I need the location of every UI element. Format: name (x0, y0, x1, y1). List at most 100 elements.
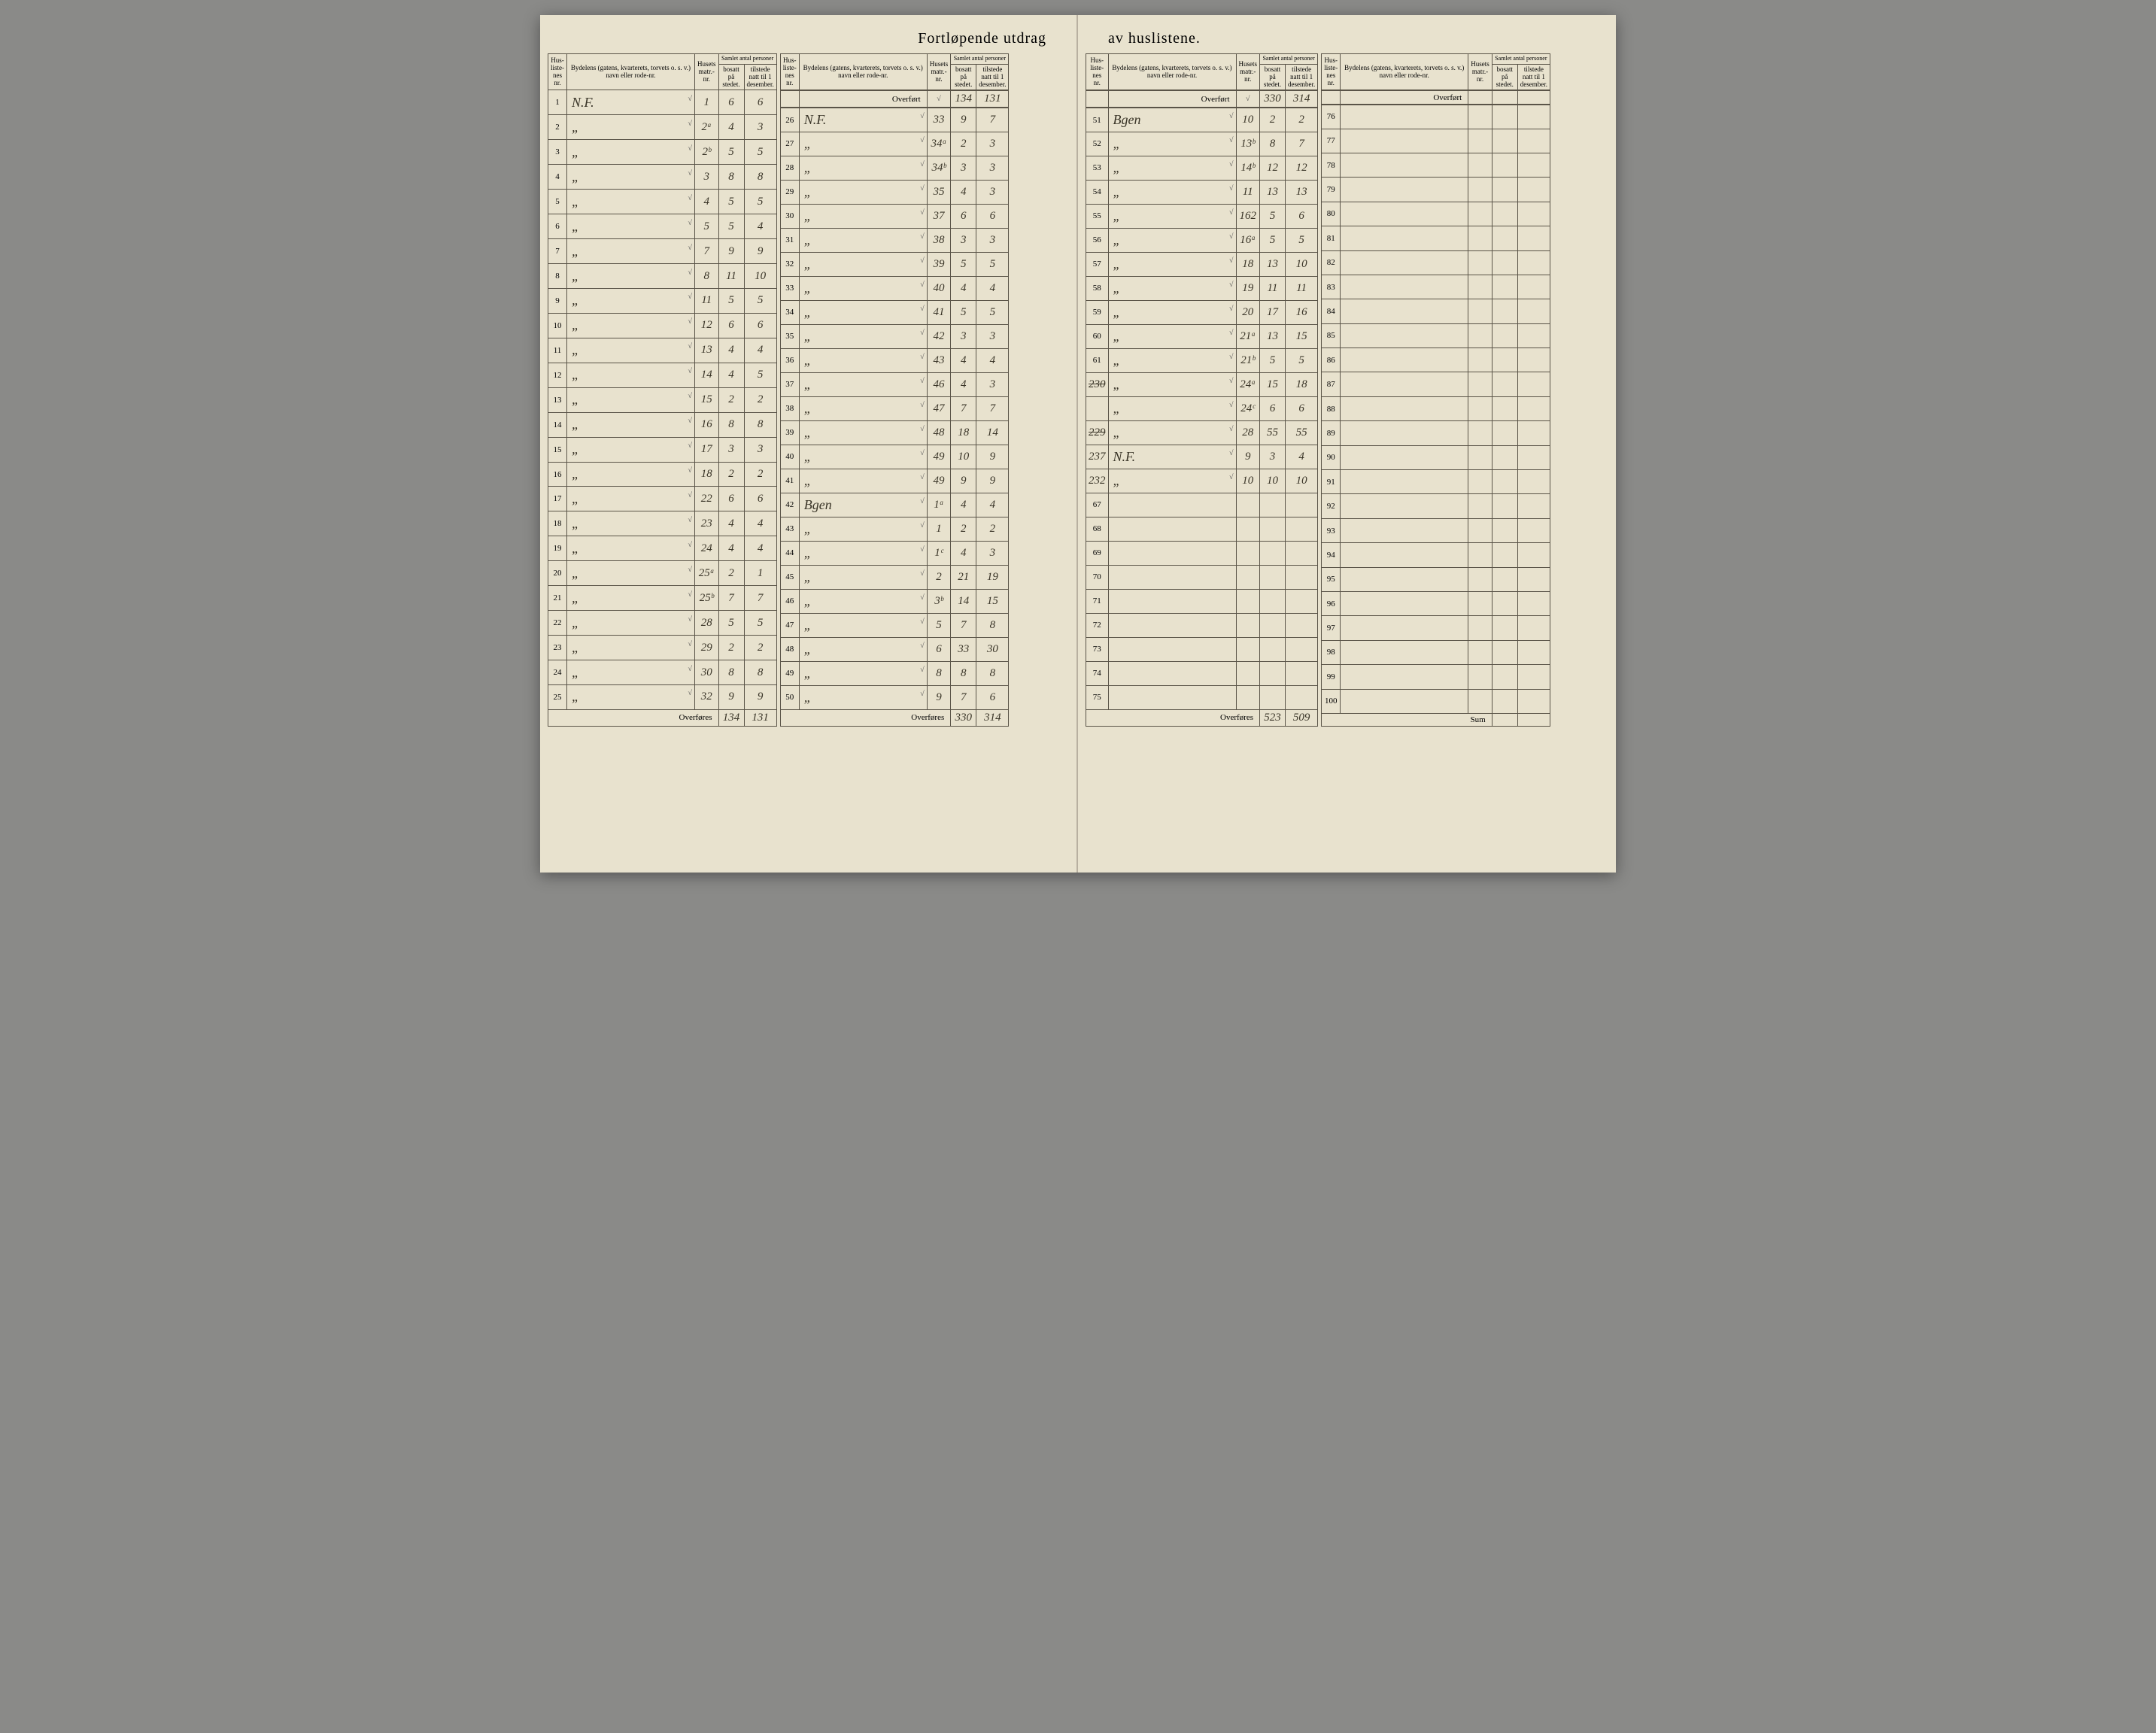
row-bydel (1108, 517, 1236, 541)
table-row: 39„√481814 (780, 420, 1009, 445)
hdr-bosatt: bosatt på stedet. (1260, 64, 1286, 90)
row-nr: 97 (1322, 616, 1341, 640)
row-tilstede: 8 (976, 661, 1009, 685)
row-tilstede: 4 (744, 214, 776, 239)
row-matr: 24ᶜ (1236, 396, 1260, 420)
row-bosatt: 10 (951, 445, 976, 469)
row-nr: 26 (780, 108, 799, 132)
row-bosatt (1492, 226, 1517, 250)
table-row: 32„√3955 (780, 252, 1009, 276)
row-bydel (1341, 153, 1468, 177)
row-tilstede: 15 (976, 589, 1009, 613)
row-tilstede (1286, 637, 1318, 661)
right-tables: Hus-liste-nes nr. Bydelens (gatens, kvar… (1086, 53, 1608, 727)
row-bosatt: 9 (718, 684, 744, 709)
table-row: 43„√122 (780, 517, 1009, 541)
row-bydel: „√ (1108, 469, 1236, 493)
row-bosatt: 4 (951, 180, 976, 204)
table-row: 87 (1322, 372, 1550, 396)
row-nr: 52 (1086, 132, 1109, 156)
row-bosatt: 17 (1260, 300, 1286, 324)
row-tilstede (1517, 494, 1550, 518)
row-matr: 17 (695, 437, 719, 462)
row-bosatt: 8 (1260, 132, 1286, 156)
overfort-label: Overført (799, 90, 927, 108)
row-bosatt: 4 (718, 536, 744, 561)
row-tilstede: 4 (744, 338, 776, 363)
table-row: 3„√2ᵇ55 (548, 140, 777, 165)
row-matr: 49 (927, 469, 951, 493)
row-nr: 87 (1322, 372, 1341, 396)
row-bosatt (1492, 494, 1517, 518)
row-bydel (1341, 470, 1468, 494)
column-3-rows: 51Bgen√102252„√13ᵇ8753„√14ᵇ121254„√11131… (1086, 108, 1318, 709)
table-row: 91 (1322, 470, 1550, 494)
row-nr: 25 (548, 684, 567, 709)
row-nr: 30 (780, 204, 799, 228)
row-matr: 39 (927, 252, 951, 276)
row-tilstede (1286, 589, 1318, 613)
row-nr: 35 (780, 324, 799, 348)
table-row: 70 (1086, 565, 1318, 589)
table-row: 28„√34ᵇ33 (780, 156, 1009, 180)
table-row: 73 (1086, 637, 1318, 661)
row-tilstede: 4 (976, 276, 1009, 300)
table-row: 1N.F.√166 (548, 90, 777, 115)
row-bydel: „√ (799, 300, 927, 324)
row-matr (1468, 445, 1492, 469)
row-nr: 20 (548, 561, 567, 586)
row-nr: 14 (548, 412, 567, 437)
row-tilstede: 3 (976, 324, 1009, 348)
row-bydel (1341, 226, 1468, 250)
row-bydel: „√ (567, 487, 695, 511)
row-tilstede: 5 (744, 288, 776, 313)
row-bosatt (1492, 202, 1517, 226)
row-bydel (1341, 567, 1468, 591)
row-matr: 2 (927, 565, 951, 589)
row-bydel: „√ (799, 132, 927, 156)
row-bosatt (1492, 689, 1517, 713)
row-matr (1468, 421, 1492, 445)
row-bydel: „√ (567, 636, 695, 660)
row-matr: 20 (1236, 300, 1260, 324)
row-bosatt: 12 (1260, 156, 1286, 180)
column-3-body: Overført √ 330 314 (1086, 90, 1318, 108)
table-row: 79 (1322, 178, 1550, 202)
row-bydel: „√ (1108, 204, 1236, 228)
table-row: 85 (1322, 323, 1550, 348)
row-nr: 13 (548, 387, 567, 412)
row-bydel: „√ (567, 264, 695, 289)
row-nr: 57 (1086, 252, 1109, 276)
row-bydel: „√ (567, 239, 695, 264)
row-bosatt (1260, 589, 1286, 613)
row-nr: 39 (780, 420, 799, 445)
row-nr: 88 (1322, 396, 1341, 420)
column-3-table: Hus-liste-nes nr. Bydelens (gatens, kvar… (1086, 53, 1318, 727)
column-2-table: Hus-liste-nes nr. Bydelens (gatens, kvar… (780, 53, 1010, 727)
table-row: 41„√4999 (780, 469, 1009, 493)
row-matr: 4 (695, 190, 719, 214)
row-tilstede: 55 (1286, 420, 1318, 445)
table-row: 81 (1322, 226, 1550, 250)
hdr-tilstede: tilstede natt til 1 desember. (976, 64, 1009, 90)
row-matr: 18 (1236, 252, 1260, 276)
table-row: 50„√976 (780, 685, 1009, 709)
row-matr: 162 (1236, 204, 1260, 228)
row-matr: 3 (695, 165, 719, 190)
row-bosatt: 5 (718, 214, 744, 239)
row-tilstede: 7 (744, 586, 776, 611)
row-bosatt: 10 (1260, 469, 1286, 493)
table-row: „√24ᶜ66 (1086, 396, 1318, 420)
row-bosatt (1492, 421, 1517, 445)
table-row: 15„√1733 (548, 437, 777, 462)
row-bosatt: 5 (951, 252, 976, 276)
row-bydel: Bgen√ (1108, 108, 1236, 132)
row-tilstede: 7 (1286, 132, 1318, 156)
table-row: 75 (1086, 685, 1318, 709)
row-bosatt: 4 (718, 115, 744, 140)
row-matr: 34ᵇ (927, 156, 951, 180)
hdr-tilstede: tilstede natt til 1 desember. (744, 64, 776, 90)
row-matr (1236, 541, 1260, 565)
table-row: 55„√16256 (1086, 204, 1318, 228)
table-row: 67 (1086, 493, 1318, 517)
